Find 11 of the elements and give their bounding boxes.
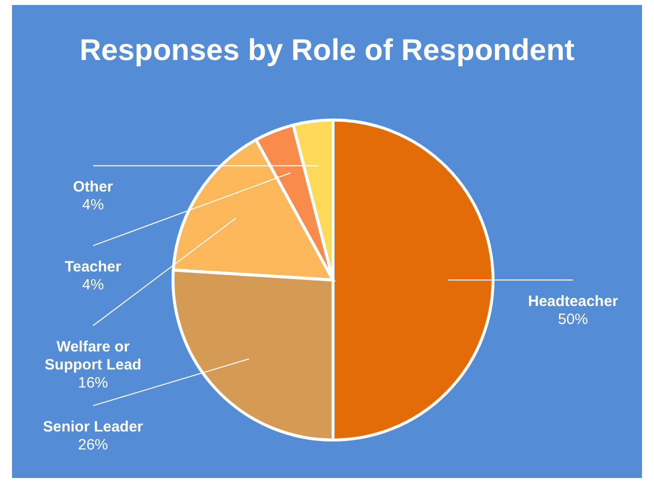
chart-title: Responses by Role of Respondent <box>79 34 575 67</box>
slice-label: Teacher <box>64 258 122 276</box>
slice-label: Other <box>72 178 114 196</box>
data-label: 26% <box>78 436 108 454</box>
slice-label: Senior Leader <box>42 418 144 436</box>
data-label: 16% <box>78 374 108 392</box>
slice-label: Welfare or Support Lead <box>44 338 142 374</box>
data-label: 4% <box>82 276 104 294</box>
slice-label: Headteacher <box>528 293 618 310</box>
data-label: 50% <box>558 311 588 328</box>
data-label: 4% <box>82 196 104 214</box>
